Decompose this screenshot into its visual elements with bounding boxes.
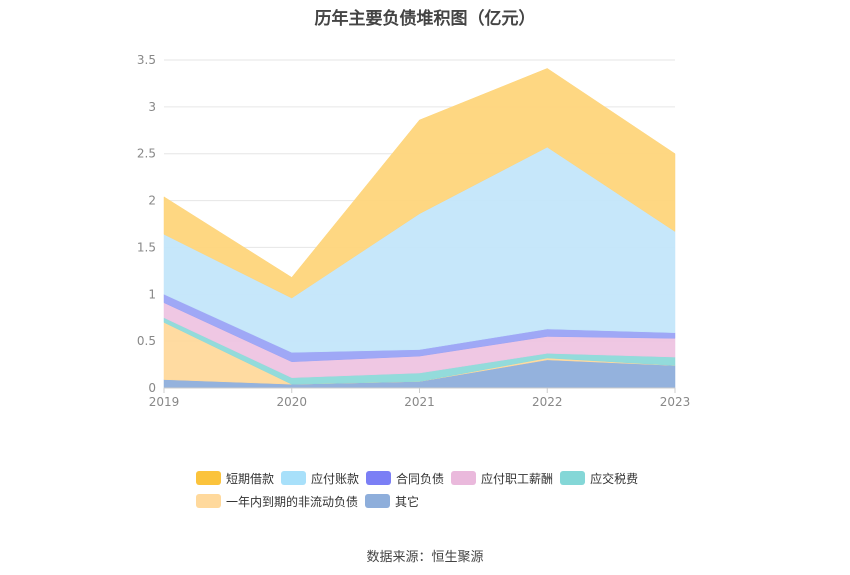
legend-item[interactable]: 其它 (365, 493, 419, 509)
chart-title: 历年主要负债堆积图（亿元） (314, 9, 536, 29)
legend: 短期借款 应付账款 合同负债 应付职工薪酬 应交税费一年内到期的非流动负债 其它 (196, 470, 676, 516)
legend-swatch (560, 471, 586, 485)
legend-label: 短期借款 (226, 471, 275, 486)
y-tick-label: 0.5 (137, 334, 156, 348)
source-note: 数据来源：恒生聚源 (366, 550, 484, 565)
legend-label: 一年内到期的非流动负债 (226, 494, 359, 509)
legend-label: 应付账款 (311, 471, 360, 486)
legend-item[interactable]: 合同负债 (366, 470, 444, 486)
x-tick-label: 2020 (276, 395, 307, 409)
x-tick-label: 2021 (404, 395, 435, 409)
legend-swatch (281, 471, 307, 485)
legend-item[interactable]: 应交税费 (560, 470, 638, 486)
legend-label: 应付职工薪酬 (481, 471, 554, 486)
axis-layer: 0 0.5 1 1.5 2 2.5 3 3.5 2019 2020 2021 2022 2023 (137, 53, 690, 409)
legend-swatch (365, 494, 391, 508)
y-tick-label: 1.5 (137, 240, 156, 254)
y-tick-label: 3.5 (137, 53, 156, 67)
legend-item[interactable]: 短期借款 (196, 470, 274, 486)
y-tick-label: 0 (148, 381, 156, 395)
y-tick-label: 2 (148, 194, 156, 208)
y-tick-label: 2.5 (137, 147, 156, 161)
legend-item[interactable]: 应付账款 (281, 470, 359, 486)
y-tick-label: 1 (148, 287, 156, 301)
legend-swatch (196, 471, 221, 485)
y-tick-label: 3 (148, 100, 156, 114)
legend-item[interactable]: 一年内到期的非流动负债 (196, 493, 358, 509)
legend-swatch (451, 471, 477, 485)
area-series-6 (163, 68, 676, 299)
x-tick-label: 2022 (532, 395, 563, 409)
legend-label: 应交税费 (590, 471, 639, 486)
x-tick-label: 2019 (149, 395, 180, 409)
legend-label: 其它 (395, 494, 420, 509)
x-tick-label: 2023 (660, 395, 691, 409)
legend-label: 合同负债 (396, 471, 445, 486)
area-layer (163, 68, 676, 389)
legend-item[interactable]: 应付职工薪酬 (451, 470, 553, 486)
legend-swatch (196, 494, 221, 508)
legend-swatch (366, 471, 392, 485)
